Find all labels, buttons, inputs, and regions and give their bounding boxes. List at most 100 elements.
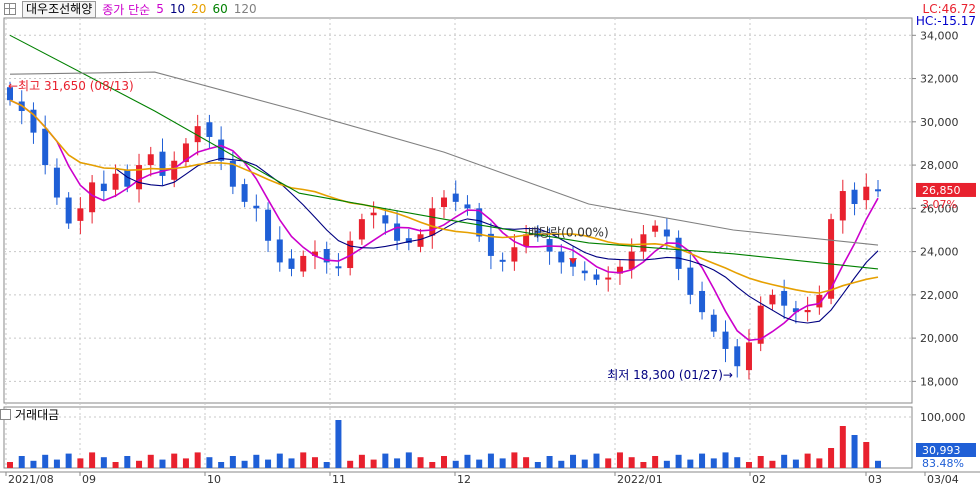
- ma-period-120[interactable]: 120: [233, 2, 257, 16]
- volume-bar: [253, 454, 260, 468]
- volume-bar: [265, 459, 272, 468]
- volume-bar: [875, 460, 881, 468]
- low-annotation: 최저 18,300 (01/27)→: [607, 368, 733, 382]
- volume-bar: [147, 454, 154, 468]
- volume-bar: [757, 456, 764, 468]
- candle-body: [7, 87, 13, 101]
- candle-body: [370, 212, 377, 216]
- volume-bar: [663, 460, 670, 468]
- candle-body: [394, 223, 401, 241]
- candle-body: [159, 151, 166, 176]
- volume-bar: [581, 459, 588, 468]
- volume-bar: [358, 454, 365, 468]
- volume-bar: [100, 457, 107, 468]
- candle-body: [30, 109, 37, 133]
- volume-bar: [42, 454, 49, 468]
- x-tick-label: 2022/01: [617, 473, 663, 485]
- volume-bar: [112, 462, 119, 468]
- ma-period-20[interactable]: 20: [191, 2, 207, 16]
- volume-bar: [734, 457, 741, 468]
- volume-bar: [370, 459, 377, 468]
- candle-body: [745, 342, 752, 371]
- volume-bar: [347, 460, 354, 468]
- candle-body: [663, 229, 670, 237]
- candle-body: [581, 270, 588, 274]
- volume-bar: [816, 458, 823, 468]
- candle-body: [147, 154, 154, 166]
- candle-body: [241, 184, 248, 202]
- candle-body: [65, 197, 72, 224]
- volume-bar: [300, 452, 307, 468]
- ma-period-60[interactable]: 60: [212, 2, 228, 16]
- candle-body: [722, 331, 729, 349]
- candle-body: [417, 234, 424, 247]
- volume-bar: [523, 457, 530, 468]
- stock-name-box[interactable]: 대우조선해양: [22, 0, 97, 18]
- volume-bar: [616, 452, 623, 468]
- ma20-line: [9, 99, 879, 294]
- volume-tick-label: 100,000: [920, 411, 966, 424]
- y-tick-label: 24,000: [920, 246, 959, 259]
- candle-body: [652, 225, 659, 232]
- candle-body: [300, 255, 307, 272]
- volume-bar: [722, 452, 729, 468]
- volume-current-tag: [916, 443, 976, 457]
- candle-body: [781, 290, 788, 306]
- x-tick-label: 2021/08: [8, 473, 54, 485]
- candle-body: [616, 266, 623, 274]
- candle-body: [441, 197, 447, 208]
- ma-title[interactable]: 종가 단순: [102, 2, 151, 17]
- volume-panel-icon[interactable]: [0, 409, 11, 420]
- volume-bar: [276, 453, 283, 468]
- candle-body: [558, 251, 565, 263]
- x-tick-label: 11: [332, 473, 346, 485]
- volume-bar: [171, 453, 178, 468]
- volume-bar: [241, 460, 248, 468]
- ma-period-10[interactable]: 10: [169, 2, 186, 16]
- volume-bar: [77, 458, 84, 468]
- x-tick-label: 03: [868, 473, 882, 485]
- volume-bar: [605, 458, 612, 468]
- candle-body: [347, 240, 354, 269]
- volume-title: 거래대금: [15, 408, 60, 422]
- candle-body: [358, 219, 365, 240]
- volume-bar: [159, 459, 166, 468]
- x-tick-label: 09: [82, 473, 96, 485]
- candle-body: [851, 189, 858, 205]
- volume-bar: [546, 456, 553, 468]
- candle-body: [487, 233, 494, 256]
- candle-body: [124, 169, 131, 187]
- volume-bar: [136, 460, 143, 468]
- volume-bar: [792, 459, 799, 468]
- y-tick-label: 32,000: [920, 73, 959, 86]
- volume-bar: [394, 458, 401, 468]
- volume-bar: [675, 454, 682, 468]
- volume-bar: [745, 462, 752, 468]
- grid-toggle-icon[interactable]: [4, 3, 16, 15]
- x-tick-label: 10: [207, 473, 221, 485]
- candle-body: [839, 191, 846, 221]
- candle-body: [218, 139, 225, 161]
- price-panel-frame: [3, 17, 913, 404]
- candle-body: [769, 294, 776, 305]
- y-tick-label: 20,000: [920, 332, 959, 345]
- candle-body: [734, 346, 741, 367]
- volume-bar: [769, 460, 776, 468]
- candle-body: [171, 160, 178, 180]
- volume-bar: [652, 456, 659, 468]
- hc-value: HC:-15.17: [915, 14, 976, 28]
- ma-period-5[interactable]: 5: [156, 2, 164, 16]
- volume-bar: [417, 457, 424, 468]
- volume-bars: [7, 420, 881, 468]
- volume-bar: [405, 452, 412, 468]
- x-tick-label: 02: [752, 473, 766, 485]
- current-price-tag: [916, 182, 976, 197]
- volume-bar: [558, 460, 565, 468]
- volume-bar: [464, 454, 471, 468]
- candle-body: [206, 122, 213, 137]
- candle-body: [675, 237, 682, 269]
- volume-bar: [487, 453, 494, 468]
- candle-body: [593, 274, 600, 280]
- candle-body: [640, 234, 647, 252]
